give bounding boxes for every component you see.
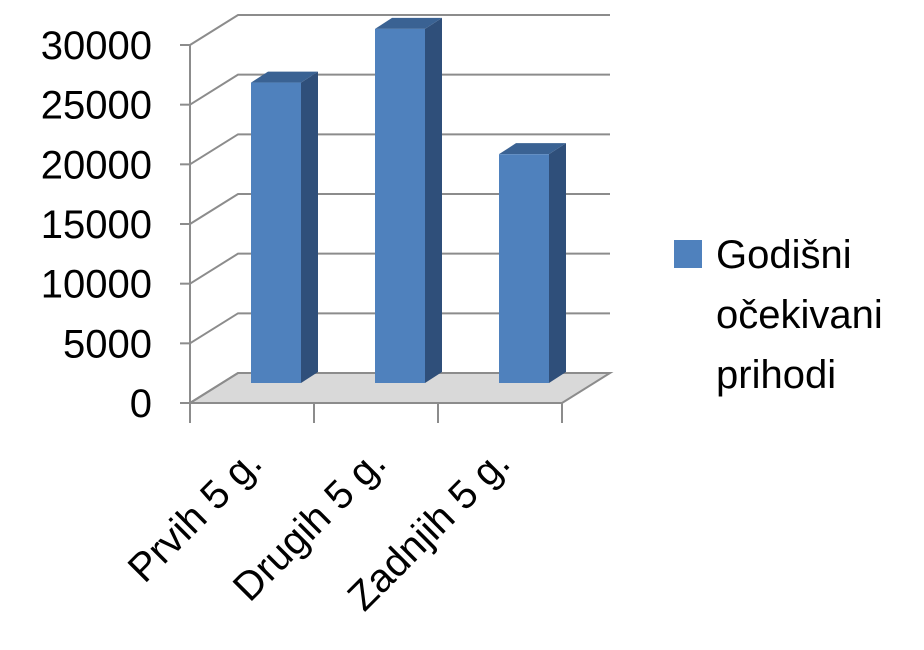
gridline (189, 14, 610, 46)
y-tick-label: 15000 (41, 203, 152, 247)
bar-side (549, 143, 566, 383)
legend-swatch (674, 240, 702, 268)
gridline (189, 73, 610, 106)
y-tick-label: 30000 (41, 24, 152, 68)
y-tick-label: 25000 (41, 84, 152, 128)
bar (375, 28, 425, 383)
bar-top (499, 143, 566, 155)
legend-label: očekivani (716, 293, 883, 337)
gridline (189, 193, 610, 225)
bar (499, 154, 549, 383)
bar-side (425, 17, 442, 383)
y-tick-label: 20000 (41, 143, 152, 187)
y-tick-label: 0 (130, 382, 152, 426)
gridline (189, 312, 610, 345)
y-tick-label: 5000 (63, 322, 152, 366)
bar-side (301, 71, 318, 384)
gridline (189, 133, 610, 166)
gridline (189, 372, 610, 404)
legend-label: Godišni (716, 233, 852, 277)
bar-top (375, 17, 442, 29)
legend-label: prihodi (716, 353, 836, 397)
bar-top (251, 71, 318, 83)
y-tick-label: 10000 (41, 263, 152, 307)
bar (251, 82, 301, 384)
gridline (189, 252, 610, 285)
